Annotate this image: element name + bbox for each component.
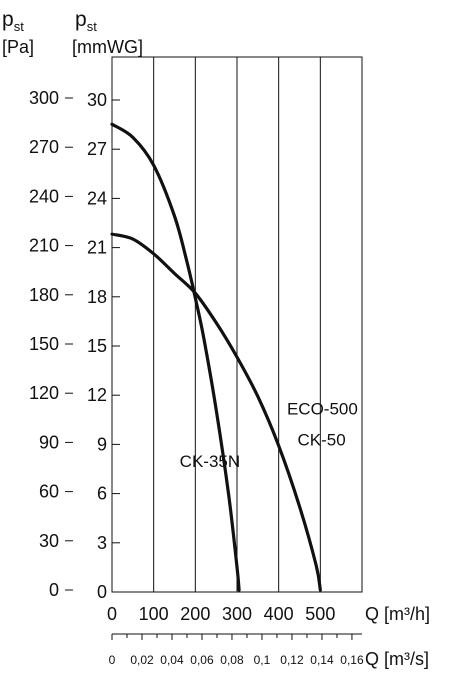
x-axis-m3h-tick-label: 100: [139, 604, 169, 624]
y-axis-mmwg-tick-label: 3: [97, 533, 107, 553]
y-axis-mmwg-tick-label: 15: [87, 336, 107, 356]
y-axis-mmwg-tick-label: 0: [97, 582, 107, 602]
y-axis-pa-tick-label: 180: [29, 285, 59, 305]
x-axis-m3s-label: Q [m³/s]: [365, 649, 429, 669]
x-axis-m3h-tick-label: 500: [305, 604, 335, 624]
y-axis-mmwg-title: pst [mmWG]: [72, 8, 143, 57]
x-axis-m3h: 0 100 200 300 400 500: [107, 604, 335, 624]
y-axis-mmwg-tick-label: 30: [87, 90, 107, 110]
x-axis-m3h-tick-label: 300: [222, 604, 252, 624]
y-axis-mmwg-subscript: st: [87, 19, 98, 34]
series-label: CK-35N: [180, 452, 240, 471]
series-curve-1: [110, 122, 241, 592]
series-label: ECO-500: [287, 400, 358, 419]
series-curve-2: [110, 232, 322, 592]
series-annotations: CK-35N ECO-500 CK-50: [180, 400, 358, 471]
svg-text:pst: pst: [75, 8, 97, 34]
svg-text:pst: pst: [2, 8, 24, 34]
y-axis-pa-tick-label: 0: [49, 580, 59, 600]
x-axis-m3s-tick-label: 0: [109, 653, 116, 667]
x-axis-m3s-tick-label: 0,02: [130, 653, 154, 667]
y-axis-mmwg-tick-label: 6: [97, 484, 107, 504]
y-axis-pa-symbol: p: [2, 8, 14, 31]
y-axis-mmwg-tick-label: 27: [87, 139, 107, 159]
y-axis-mmwg-tick-label: 21: [87, 238, 107, 258]
x-axis-m3s-tick-label: 0,14: [310, 653, 334, 667]
y-axis-pa-tick-label: 30: [39, 531, 59, 551]
x-axis-m3s-tick-label: 0,06: [190, 653, 214, 667]
x-axis-m3h-tick-label: 400: [264, 604, 294, 624]
y-axis-mmwg-tick-label: 24: [87, 188, 107, 208]
x-axis-m3h-tick-label: 200: [180, 604, 210, 624]
x-axis-m3s-tick-label: 0,12: [280, 653, 304, 667]
y-axis-pa-tick-label: 150: [29, 334, 59, 354]
plot-area: [110, 56, 363, 593]
series-label: CK-50: [297, 431, 345, 450]
y-axis-mmwg-unit: [mmWG]: [72, 37, 143, 57]
y-axis-pa-tick-label: 270: [29, 137, 59, 157]
y-axis-pa-tick-label: 300: [29, 88, 59, 108]
y-axis-mmwg-tick-label: 18: [87, 287, 107, 307]
vertical-gridlines: [153, 57, 321, 592]
y-axis-mmwg-tick-label: 9: [97, 434, 107, 454]
y-axis-mmwg-symbol: p: [75, 8, 87, 31]
x-axis-m3s: 0 0,02 0,04 0,06 0,08 0,1 0,12 0,14 0,16: [109, 633, 364, 667]
y-axis-pa-tick-label: 120: [29, 383, 59, 403]
y-axis-pa-tick-label: 240: [29, 186, 59, 206]
y-axis-pa-title: pst [Pa]: [2, 8, 34, 57]
x-axis-m3s-tick-label: 0,1: [254, 653, 271, 667]
x-axis-m3s-tick-label: 0,08: [220, 653, 244, 667]
x-axis-m3s-tick-label: 0,04: [160, 653, 184, 667]
y-axis-pa-unit: [Pa]: [2, 37, 34, 57]
x-axis-m3h-tick-label: 0: [107, 604, 117, 624]
y-axis-pa-tick-label: 90: [39, 432, 59, 452]
y-axis-pa-tick-label: 210: [29, 236, 59, 256]
y-axis-pa-tick-label: 60: [39, 482, 59, 502]
y-axis-mmwg-tick-label: 12: [87, 385, 107, 405]
series-curves: [110, 122, 322, 592]
x-axis-m3s-tick-label: 0,16: [340, 653, 364, 667]
x-axis-m3h-label: Q [m³/h]: [365, 604, 430, 624]
y-axis-pa-subscript: st: [14, 19, 25, 34]
